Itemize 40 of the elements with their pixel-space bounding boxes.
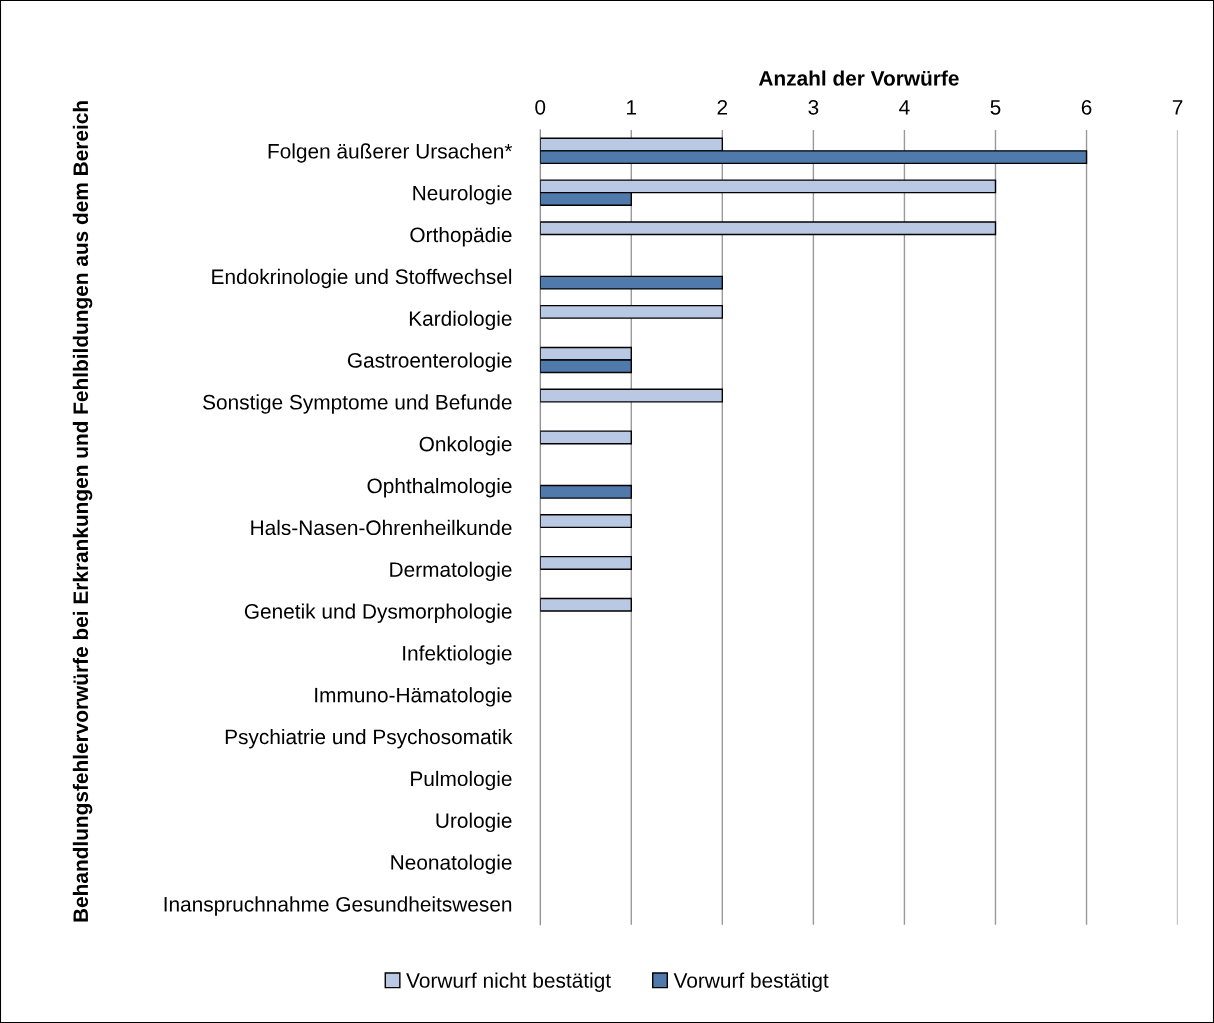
y-tick-label: Endokrinologie und Stoffwechsel <box>212 268 512 289</box>
x-tick-label: 3 <box>808 99 819 115</box>
bar <box>540 555 632 570</box>
legend-label: Vorwurf bestätigt <box>673 972 829 992</box>
y-tick-label: Folgen äußerer Ursachen* <box>268 143 513 163</box>
bar <box>540 597 632 612</box>
bar <box>540 430 632 445</box>
x-axis-title: Anzahl der Vorwürfe <box>758 70 959 86</box>
y-axis-title: Behandlungsfehlervorwürfe bei Erkrankungen und Fehlbildungen aus dem Bereich <box>72 101 93 922</box>
x-tick-label: 5 <box>990 100 1001 115</box>
x-tick-label: 0 <box>535 99 546 115</box>
bar <box>540 484 632 499</box>
y-tick-label: Sonstige Symptome und Befunde <box>203 394 512 414</box>
y-tick-label: Infektiologie <box>403 645 512 665</box>
x-tick-label: 6 <box>1081 99 1092 115</box>
x-tick-label: 4 <box>899 100 910 115</box>
y-tick-label: Inanspruchnahme Gesundheitswesen <box>164 896 512 916</box>
y-tick-label: Immuno-Hämatologie <box>315 687 512 707</box>
bar <box>540 275 724 290</box>
x-tick-label: 7 <box>1172 100 1183 115</box>
bar <box>540 514 632 529</box>
y-tick-label: Orthopädie <box>410 226 512 247</box>
y-tick-label: Neonatologie <box>391 854 512 874</box>
x-tick-label: 1 <box>627 100 637 115</box>
y-tick-label: Pulmologie <box>411 770 512 791</box>
x-tick-label: 2 <box>717 99 728 115</box>
y-tick-label: Neurologie <box>413 185 512 205</box>
y-tick-label: Hals-Nasen-Ohrenheilkunde <box>251 519 512 536</box>
legend-label: Vorwurf nicht bestätigt <box>406 972 611 992</box>
bar <box>540 304 724 319</box>
y-tick-label: Genetik und Dysmorphologie <box>244 603 512 623</box>
y-tick-label: Ophthalmologie <box>367 477 512 498</box>
y-tick-label: Onkologie <box>419 436 512 456</box>
bar <box>540 388 724 403</box>
y-tick-label: Psychiatrie und Psychosomatik <box>225 728 513 749</box>
y-tick-label: Gastroenterologie <box>347 352 512 372</box>
y-tick-label: Dermatologie <box>390 561 512 582</box>
bar <box>540 221 997 236</box>
y-tick-label: Kardiologie <box>409 310 512 331</box>
y-tick-label: Urologie <box>436 812 512 833</box>
